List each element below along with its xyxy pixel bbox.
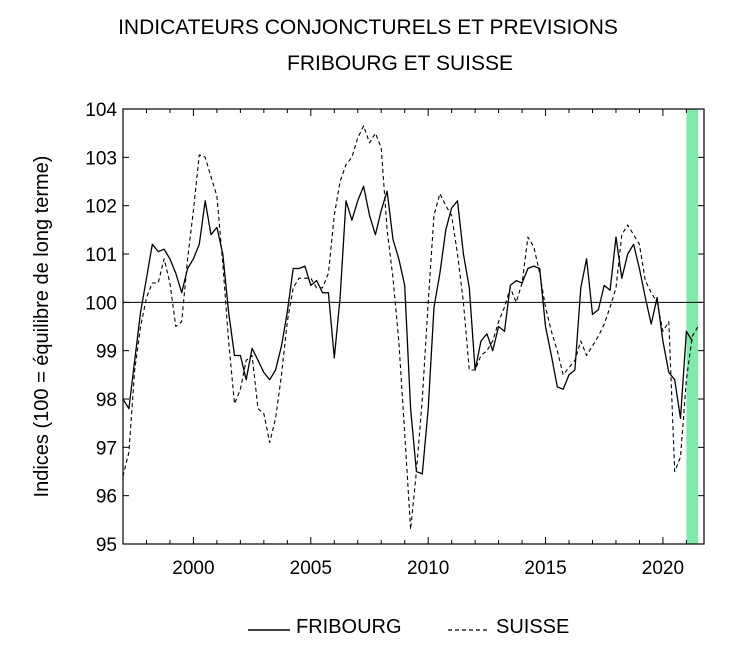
y-tick-label: 97 (96, 438, 117, 459)
y-tick-label: 100 (85, 293, 117, 314)
y-tick-label: 99 (96, 342, 117, 363)
chart-title: INDICATEURS CONJONCTURELS ET PREVISIONS (118, 16, 618, 39)
legend-label-fribourg: FRIBOURG (296, 616, 402, 638)
y-tick-label: 96 (96, 487, 117, 508)
plot-frame (122, 108, 705, 545)
x-tick-label: 2005 (290, 558, 332, 579)
chart-subtitle: FRIBOURG ET SUISSE (287, 52, 513, 75)
y-tick-label: 101 (85, 245, 117, 266)
forecast-band (686, 109, 699, 544)
axis-layer: 95 96 97 98 99 100 101 102 103 104 2000 2005 2010 201… (85, 100, 704, 579)
y-tick-label: 98 (96, 390, 117, 411)
y-tick-label: 104 (85, 100, 117, 121)
y-tick-label: 95 (96, 535, 117, 556)
series-line-fribourg (122, 185, 693, 475)
x-tick-label: 2010 (407, 558, 449, 579)
legend-swatch-fribourg (248, 629, 290, 631)
legend-swatch-suisse (448, 629, 490, 631)
y-tick-label: 103 (85, 148, 117, 169)
x-tick-label: 2015 (524, 558, 566, 579)
series-layer (122, 125, 699, 531)
legend-label-suisse: SUISSE (496, 616, 570, 638)
x-tick-label: 2020 (642, 558, 684, 579)
y-axis-label: Indices (100 = équilibre de long terme) (31, 156, 53, 498)
y-tick-label: 102 (85, 197, 117, 218)
series-line-suisse (122, 125, 699, 531)
x-tick-label: 2000 (172, 558, 214, 579)
